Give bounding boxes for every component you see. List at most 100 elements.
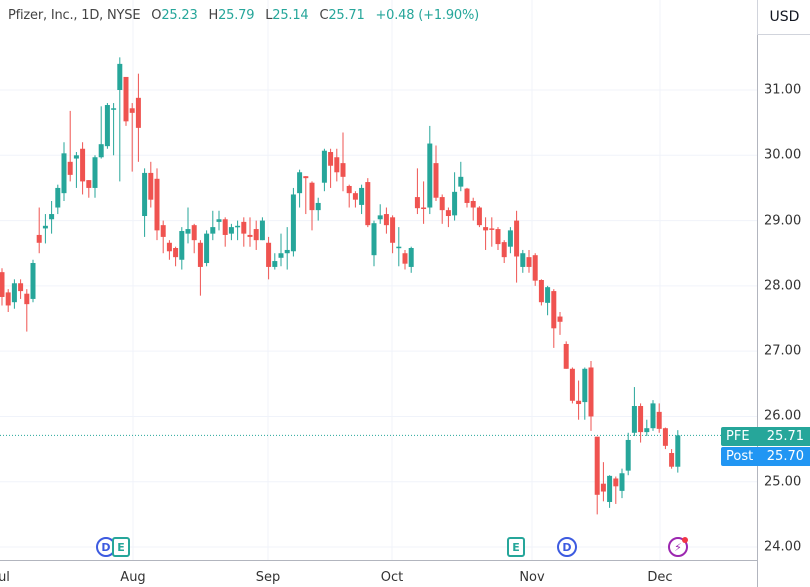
candle-down (67, 161, 73, 175)
currency-button[interactable]: USD (757, 0, 810, 35)
symbol-legend: Pfizer, Inc., 1D, NYSE O25.23 H25.79 L25… (8, 8, 479, 23)
time-tick-label: Oct (380, 570, 404, 585)
lightning-icon[interactable]: ⚡ (668, 537, 688, 557)
candle-up (117, 63, 123, 90)
candle-down (80, 148, 86, 182)
candle-down (613, 478, 619, 487)
candle-down (439, 197, 445, 211)
candle-down (588, 367, 594, 417)
candle-up (185, 229, 191, 234)
candle-down (538, 279, 544, 303)
candle-up (675, 435, 681, 467)
candle-down (576, 400, 582, 405)
candle-up (30, 263, 36, 299)
candle-down (129, 108, 135, 113)
candle-down (551, 291, 557, 329)
candle-down (247, 234, 253, 237)
candle-up (607, 475, 613, 502)
candle-down (173, 248, 179, 258)
post-market-label: Post (726, 449, 754, 464)
candle-down (433, 163, 439, 198)
candle-down (346, 185, 352, 194)
candle-up (142, 172, 148, 217)
candle-down (160, 225, 166, 237)
candle-down (166, 242, 172, 252)
candle-up (111, 108, 117, 110)
candle-up (582, 368, 588, 403)
candle-down (309, 182, 315, 211)
price-tick-label: 24.00 (764, 539, 802, 555)
price-tick-label: 26.00 (764, 408, 802, 424)
candle-down (154, 178, 160, 231)
candle-up (235, 225, 241, 228)
candle-down (594, 436, 600, 495)
candle-down (18, 283, 24, 292)
candle-up (98, 144, 104, 158)
candle-down (600, 483, 606, 492)
close-value: C25.71 (319, 8, 365, 23)
candle-up (545, 287, 551, 303)
candle-down (495, 229, 501, 245)
dividend-icon[interactable]: D (96, 537, 116, 557)
candle-down (414, 197, 420, 209)
candle-down (197, 242, 203, 267)
candle-up (73, 155, 79, 159)
candle-down (569, 368, 575, 401)
candle-down (36, 234, 42, 243)
candle-down (365, 182, 371, 226)
change-value: +0.48 (+1.90%) (375, 8, 479, 23)
candle-down (532, 255, 538, 281)
earnings-icon[interactable]: E (507, 537, 525, 557)
high-value: H25.79 (208, 8, 255, 23)
candle-down (514, 220, 520, 257)
candle-down (445, 210, 451, 217)
candle-up (371, 223, 377, 256)
candle-down (470, 200, 476, 208)
candle-down (638, 406, 644, 433)
candle-down (476, 207, 482, 226)
last-price-symbol: PFE (726, 429, 750, 444)
candle-down (5, 292, 11, 306)
last-price-value: 25.71 (766, 429, 804, 444)
candle-up (284, 249, 290, 254)
candle-up (315, 202, 321, 211)
candle-down (489, 228, 495, 230)
candle-down (464, 188, 470, 203)
post-market-value: 25.70 (766, 449, 804, 464)
dividend-icon[interactable]: D (557, 537, 577, 557)
candle-up (204, 233, 210, 264)
candle-down (656, 411, 662, 429)
candle-down (390, 217, 396, 243)
candle-down (0, 272, 5, 297)
candle-up (272, 261, 278, 267)
last-price-badge: PFE 25.71 (721, 427, 810, 446)
candle-down (501, 242, 507, 258)
price-tick-label: 28.00 (764, 278, 802, 294)
earnings-icon[interactable]: E (112, 537, 130, 557)
candle-up (61, 153, 67, 194)
candle-up (452, 191, 458, 216)
candle-down (402, 253, 408, 264)
candle-down (123, 76, 129, 122)
price-tick-label: 25.00 (764, 474, 802, 490)
candle-down (557, 316, 563, 322)
candle-down (135, 97, 141, 128)
candle-up (396, 246, 402, 249)
candle-up (210, 227, 216, 234)
low-value: L25.14 (265, 8, 309, 23)
candle-down (253, 229, 259, 241)
candle-up (278, 253, 284, 258)
candle-up (290, 194, 296, 252)
open-value: O25.23 (151, 8, 198, 23)
candle-up (11, 283, 17, 303)
notification-dot (682, 537, 688, 543)
candle-up (259, 220, 265, 241)
symbol-description: Pfizer, Inc., 1D, NYSE (8, 8, 141, 23)
candle-up (644, 428, 650, 433)
candle-down (24, 293, 30, 305)
candle-up (507, 230, 513, 247)
candle-up (631, 406, 637, 433)
candle-down (669, 453, 675, 467)
time-tick-label: Aug (120, 570, 146, 585)
